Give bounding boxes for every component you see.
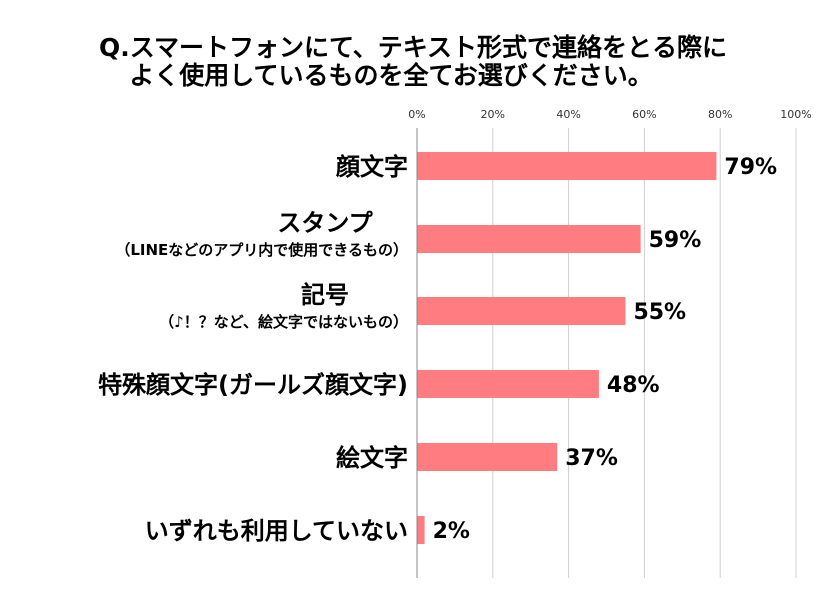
value-label: 59%	[649, 228, 702, 253]
x-tick-label: 40%	[556, 108, 580, 121]
x-tick-label: 80%	[708, 108, 732, 121]
value-label: 2%	[433, 519, 470, 544]
chart-title-line1: Q.スマートフォンにて、テキスト形式で連絡をとる際に	[98, 33, 727, 62]
bar	[417, 297, 626, 325]
category-label: 特殊顔文字(ガールズ顔文字)	[98, 371, 408, 399]
bar	[417, 370, 599, 398]
x-tick-label: 100%	[780, 108, 811, 121]
bar	[417, 516, 425, 544]
x-tick-label: 20%	[481, 108, 505, 121]
x-tick-label: 0%	[408, 108, 425, 121]
category-label: 顔文字	[335, 153, 408, 181]
bar	[417, 152, 717, 180]
value-label: 55%	[633, 300, 686, 325]
category-sublabel: （LINEなどのアプリ内で使用できるもの）	[115, 241, 408, 259]
chart-title-line2: よく使用しているものを全てお選びください。	[129, 61, 653, 90]
x-tick-label: 60%	[632, 108, 656, 121]
bar	[417, 225, 641, 253]
category-label: いずれも利用していない	[145, 517, 408, 545]
value-label: 48%	[607, 373, 660, 398]
bar	[417, 443, 558, 471]
category-label: スタンプ	[277, 209, 373, 237]
value-label: 37%	[565, 446, 618, 471]
category-sublabel: （♪！？など、絵文字ではないもの）	[159, 313, 408, 331]
category-label: 絵文字	[336, 444, 408, 472]
category-label: 記号	[301, 281, 349, 309]
value-label: 79%	[724, 155, 777, 180]
